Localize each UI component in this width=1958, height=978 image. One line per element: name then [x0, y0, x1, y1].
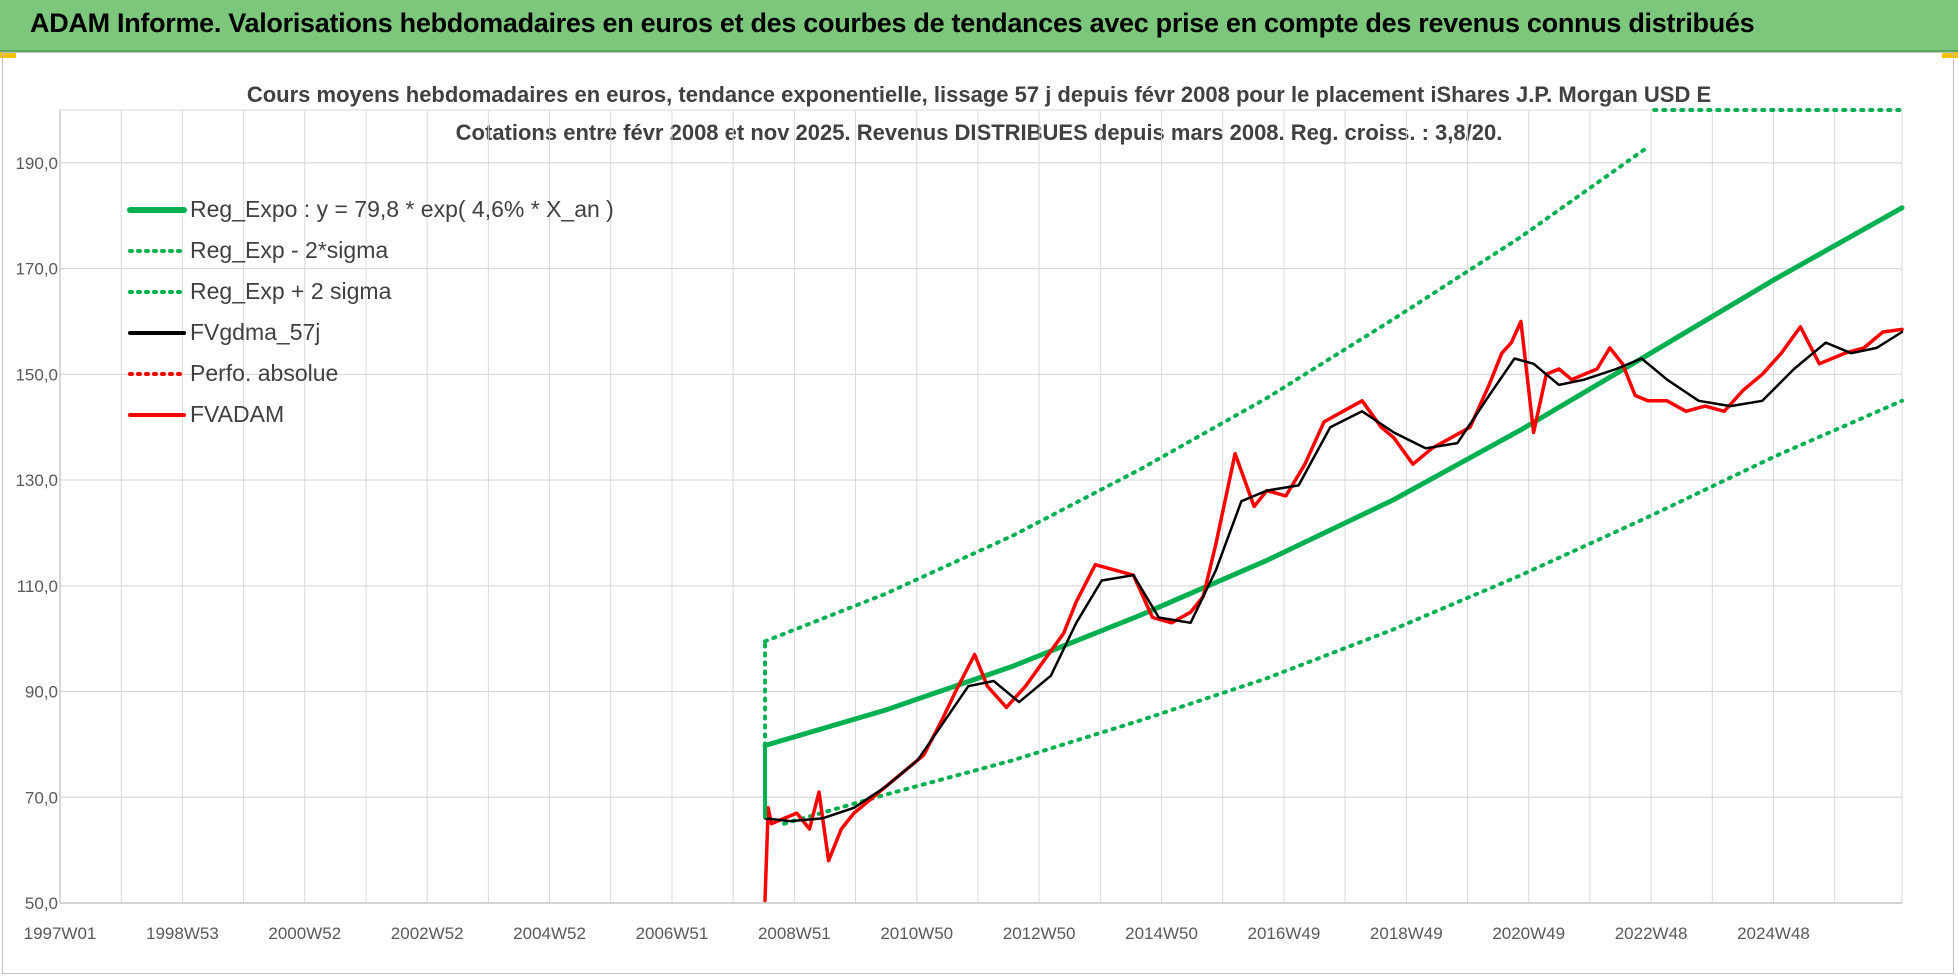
chart-title: Cours moyens hebdomadaires en euros, ten…	[246, 82, 1712, 107]
x-tick-label: 2004W52	[513, 924, 586, 943]
legend-label-fvadam: FVADAM	[190, 401, 284, 427]
series-line-reg-plus	[763, 145, 1650, 644]
axes: 1997W01 1998W53 2000W52 2002W52 2004W52 2006W…	[15, 110, 1902, 943]
y-tick-label: 150,0	[15, 365, 58, 384]
x-tick-label: 2000W52	[268, 924, 341, 943]
legend: Reg_Expo : y = 79,8 * exp( 4,6% * X_an )…	[127, 196, 614, 427]
corner-marker-right	[1942, 52, 1958, 58]
series-line-reg-minus	[782, 398, 1904, 826]
y-tick-label: 90,0	[25, 683, 58, 702]
gridlines	[59, 109, 1903, 904]
series-line-fvadam	[763, 319, 1904, 903]
legend-label-reg-plus: Reg_Exp + 2 sigma	[190, 278, 392, 304]
y-tick-label: 50,0	[25, 894, 58, 913]
x-tick-label: 2022W48	[1615, 924, 1688, 943]
chart-subtitle: Cotations entre févr 2008 et nov 2025. R…	[455, 120, 1503, 145]
y-tick-label: 110,0	[17, 577, 58, 596]
series-lines	[762, 108, 1905, 903]
y-tick-label: 190,0	[15, 154, 58, 173]
legend-label-perfo: Perfo. absolue	[190, 360, 338, 386]
x-tick-label: 2012W50	[1003, 924, 1076, 943]
banner-title: ADAM Informe. Valorisations hebdomadaire…	[30, 8, 1755, 38]
x-tick-label: 1998W53	[146, 924, 219, 943]
x-tick-label: 2016W49	[1248, 924, 1321, 943]
legend-label-fvgdma: FVgdma_57j	[190, 319, 320, 345]
x-tick-label: 2008W51	[758, 924, 831, 943]
header-banner: ADAM Informe. Valorisations hebdomadaire…	[0, 0, 1958, 52]
x-tick-label: 2010W50	[880, 924, 953, 943]
x-tick-label: 2014W50	[1125, 924, 1198, 943]
x-tick-label: 2002W52	[391, 924, 464, 943]
corner-marker-left	[0, 52, 16, 58]
x-tick-label: 2018W49	[1370, 924, 1443, 943]
x-tick-label: 2020W49	[1492, 924, 1565, 943]
legend-label-reg-expo: Reg_Expo : y = 79,8 * exp( 4,6% * X_an )	[190, 196, 614, 222]
legend-label-reg-minus: Reg_Exp - 2*sigma	[190, 237, 388, 263]
chart-frame	[2, 52, 1954, 974]
series-line-fvgdma	[763, 330, 1904, 823]
x-tick-label: 2006W51	[636, 924, 709, 943]
x-tick-label: 1997W01	[24, 924, 97, 943]
y-tick-label: 70,0	[25, 788, 58, 807]
x-tick-label: 2024W48	[1737, 924, 1810, 943]
y-tick-label: 130,0	[15, 471, 58, 490]
y-tick-label: 170,0	[15, 260, 58, 279]
series-line-reg-expo	[762, 205, 1905, 748]
